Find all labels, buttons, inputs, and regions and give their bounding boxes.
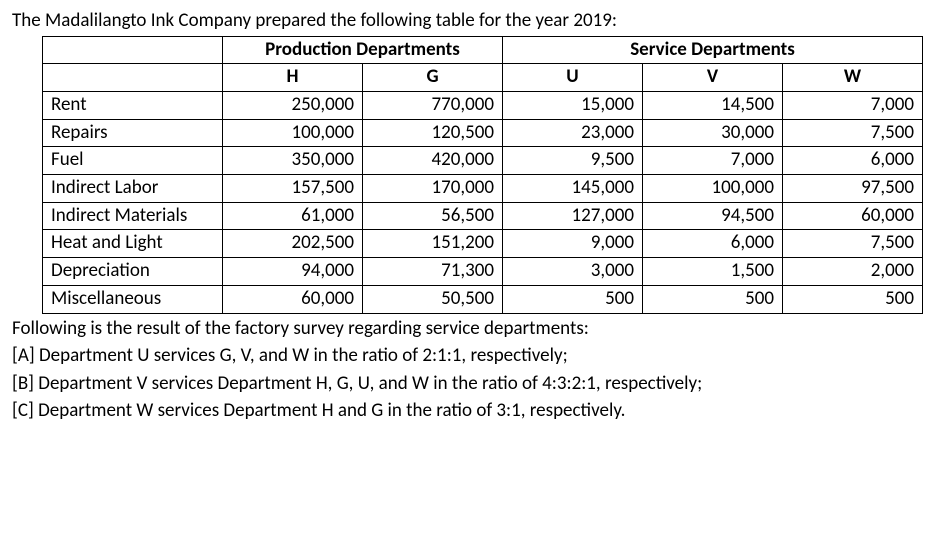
group-header-row: Production Departments Service Departmen…	[43, 36, 923, 64]
table-row: Heat and Light 202,500 151,200 9,000 6,0…	[43, 230, 923, 258]
cell: 100,000	[643, 175, 783, 203]
cell: 56,500	[363, 202, 503, 230]
cell: 30,000	[643, 119, 783, 147]
row-label: Indirect Materials	[43, 202, 223, 230]
outro-text: Following is the result of the factory s…	[12, 316, 919, 425]
row-label: Miscellaneous	[43, 285, 223, 313]
cell: 2,000	[783, 258, 923, 286]
table-row: Depreciation 94,000 71,300 3,000 1,500 2…	[43, 258, 923, 286]
cell: 14,500	[643, 92, 783, 120]
cell: 7,000	[643, 147, 783, 175]
outro-item-c: [C] Department W services Department H a…	[12, 398, 919, 424]
col-h: H	[223, 64, 363, 92]
table-row: Repairs 100,000 120,500 23,000 30,000 7,…	[43, 119, 923, 147]
row-label: Fuel	[43, 147, 223, 175]
cell: 500	[503, 285, 643, 313]
cell: 100,000	[223, 119, 363, 147]
cell: 500	[783, 285, 923, 313]
cell: 71,300	[363, 258, 503, 286]
intro-text: The Madalilangto Ink Company prepared th…	[12, 8, 919, 34]
group-header-blank	[43, 36, 223, 64]
column-header-blank	[43, 64, 223, 92]
outro-item-b: [B] Department V services Department H, …	[12, 371, 919, 397]
cell: 7,500	[783, 230, 923, 258]
table-row: Fuel 350,000 420,000 9,500 7,000 6,000	[43, 147, 923, 175]
cell: 15,000	[503, 92, 643, 120]
cell: 350,000	[223, 147, 363, 175]
cell: 500	[643, 285, 783, 313]
cell: 157,500	[223, 175, 363, 203]
outro-item-a: [A] Department U services G, V, and W in…	[12, 343, 919, 369]
cell: 120,500	[363, 119, 503, 147]
cell: 151,200	[363, 230, 503, 258]
cell: 145,000	[503, 175, 643, 203]
outro-lead: Following is the result of the factory s…	[12, 316, 919, 342]
service-header: Service Departments	[503, 36, 923, 64]
cell: 202,500	[223, 230, 363, 258]
cell: 420,000	[363, 147, 503, 175]
row-label: Rent	[43, 92, 223, 120]
cell: 9,000	[503, 230, 643, 258]
intro-paragraph: The Madalilangto Ink Company prepared th…	[12, 8, 919, 34]
col-u: U	[503, 64, 643, 92]
column-header-row: H G U V W	[43, 64, 923, 92]
cell: 6,000	[783, 147, 923, 175]
row-label: Indirect Labor	[43, 175, 223, 203]
cell: 97,500	[783, 175, 923, 203]
table-row: Rent 250,000 770,000 15,000 14,500 7,000	[43, 92, 923, 120]
cell: 770,000	[363, 92, 503, 120]
cell: 7,500	[783, 119, 923, 147]
table-row: Indirect Labor 157,500 170,000 145,000 1…	[43, 175, 923, 203]
production-header: Production Departments	[223, 36, 503, 64]
cell: 6,000	[643, 230, 783, 258]
cell: 3,000	[503, 258, 643, 286]
cell: 1,500	[643, 258, 783, 286]
cell: 9,500	[503, 147, 643, 175]
cell: 61,000	[223, 202, 363, 230]
cell: 60,000	[223, 285, 363, 313]
table-row: Indirect Materials 61,000 56,500 127,000…	[43, 202, 923, 230]
col-g: G	[363, 64, 503, 92]
table-row: Miscellaneous 60,000 50,500 500 500 500	[43, 285, 923, 313]
cell: 23,000	[503, 119, 643, 147]
cell: 170,000	[363, 175, 503, 203]
row-label: Depreciation	[43, 258, 223, 286]
cell: 94,500	[643, 202, 783, 230]
cell: 60,000	[783, 202, 923, 230]
row-label: Heat and Light	[43, 230, 223, 258]
col-v: V	[643, 64, 783, 92]
cell: 94,000	[223, 258, 363, 286]
cell: 127,000	[503, 202, 643, 230]
cell: 50,500	[363, 285, 503, 313]
row-label: Repairs	[43, 119, 223, 147]
cell: 7,000	[783, 92, 923, 120]
col-w: W	[783, 64, 923, 92]
cost-table: Production Departments Service Departmen…	[42, 36, 923, 314]
cell: 250,000	[223, 92, 363, 120]
